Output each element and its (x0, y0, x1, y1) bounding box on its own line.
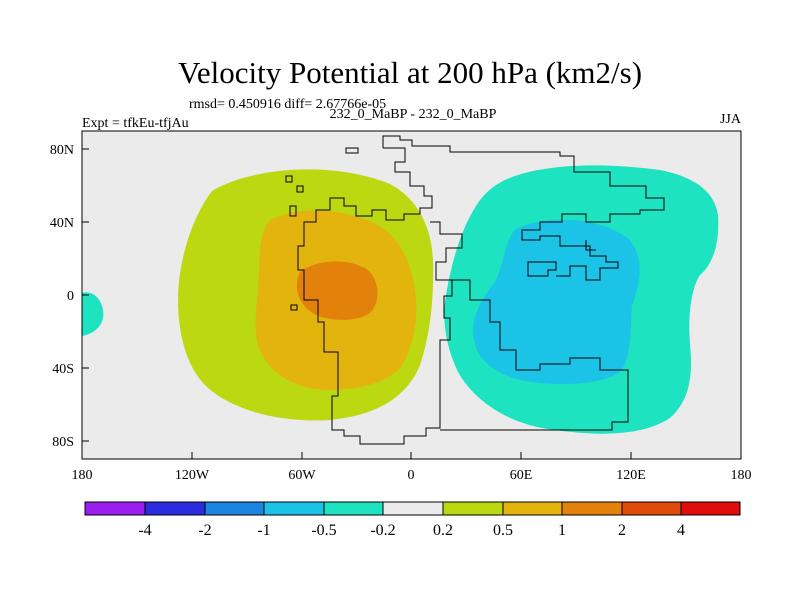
map-panel: 180 120W 60W 0 60E 120E 180 80N 40N 0 40… (50, 130, 752, 483)
colorbar-label: -1 (257, 522, 270, 539)
colorbar-label: 2 (618, 522, 626, 539)
island-5 (290, 304, 298, 311)
colorbar-label: -0.2 (370, 522, 395, 539)
lon-tick-label: 120W (175, 468, 210, 483)
island-1 (345, 147, 359, 154)
colorbar: -4 -2 -1 -0.5 -0.2 0.2 0.5 1 2 4 (84, 501, 741, 539)
colorbar-swatch (382, 501, 444, 516)
colorbar-label: 1 (558, 522, 566, 539)
season-label: JJA (720, 112, 742, 127)
lat-tick-label: 40N (50, 216, 74, 231)
lon-tick-label: 60E (510, 468, 533, 483)
colorbar-swatch (263, 501, 325, 516)
colorbar-swatch (442, 501, 504, 516)
lon-tick-label: 0 (408, 468, 415, 483)
experiment-label: Expt = tfkEu-tfjAu (82, 116, 189, 131)
lon-tick-label: 180 (72, 468, 93, 483)
stats-line: rmsd= 0.450916 diff= 2.67766e-05 (189, 97, 386, 112)
northern-landmass-outline (382, 135, 665, 281)
colorbar-swatch (144, 501, 206, 516)
western-landmass-outline (297, 147, 463, 445)
colorbar-label: 0.5 (493, 522, 513, 539)
lat-tick-label: 80S (52, 435, 74, 450)
lat-tick-label: 40S (52, 362, 74, 377)
colorbar-label: -0.5 (311, 522, 336, 539)
island-2 (285, 175, 293, 183)
figure-title: Velocity Potential at 200 hPa (km2/s) (178, 55, 642, 90)
positive-region-1 (296, 261, 378, 320)
negative-region-0-5 (473, 219, 640, 385)
colorbar-label: -2 (198, 522, 211, 539)
colorbar-swatch (84, 501, 146, 516)
island-3 (296, 185, 304, 193)
negative-patch-dateline (82, 292, 104, 336)
colorbar-swatch (680, 501, 741, 516)
colorbar-swatch (502, 501, 563, 516)
colorbar-label: 4 (677, 522, 685, 539)
colorbar-label: -4 (138, 522, 151, 539)
continent-outlines (285, 135, 665, 445)
island-4 (289, 205, 297, 217)
colorbar-swatch (561, 501, 623, 516)
lon-tick-label: 180 (731, 468, 752, 483)
eastern-landmass-outline (440, 279, 629, 431)
inner-sea-outline (527, 261, 557, 277)
colorbar-swatch (621, 501, 682, 516)
tethys-line (585, 240, 596, 251)
lat-tick-label: 80N (50, 143, 74, 158)
tick-marks (81, 148, 742, 459)
colorbar-swatch (204, 501, 265, 516)
lon-tick-label: 120E (616, 468, 646, 483)
lon-tick-label: 60W (288, 468, 316, 483)
colorbar-swatch (323, 501, 384, 516)
colorbar-label: 0.2 (433, 522, 453, 539)
lat-tick-label: 0 (67, 289, 74, 304)
case-label: 232_0_MaBP - 232_0_MaBP (330, 107, 497, 122)
colorbar-labels: -4 -2 -1 -0.5 -0.2 0.2 0.5 1 2 4 (138, 522, 685, 539)
latitude-labels: 80N 40N 0 40S 80S (50, 143, 74, 450)
longitude-labels: 180 120W 60W 0 60E 120E 180 (72, 468, 752, 483)
